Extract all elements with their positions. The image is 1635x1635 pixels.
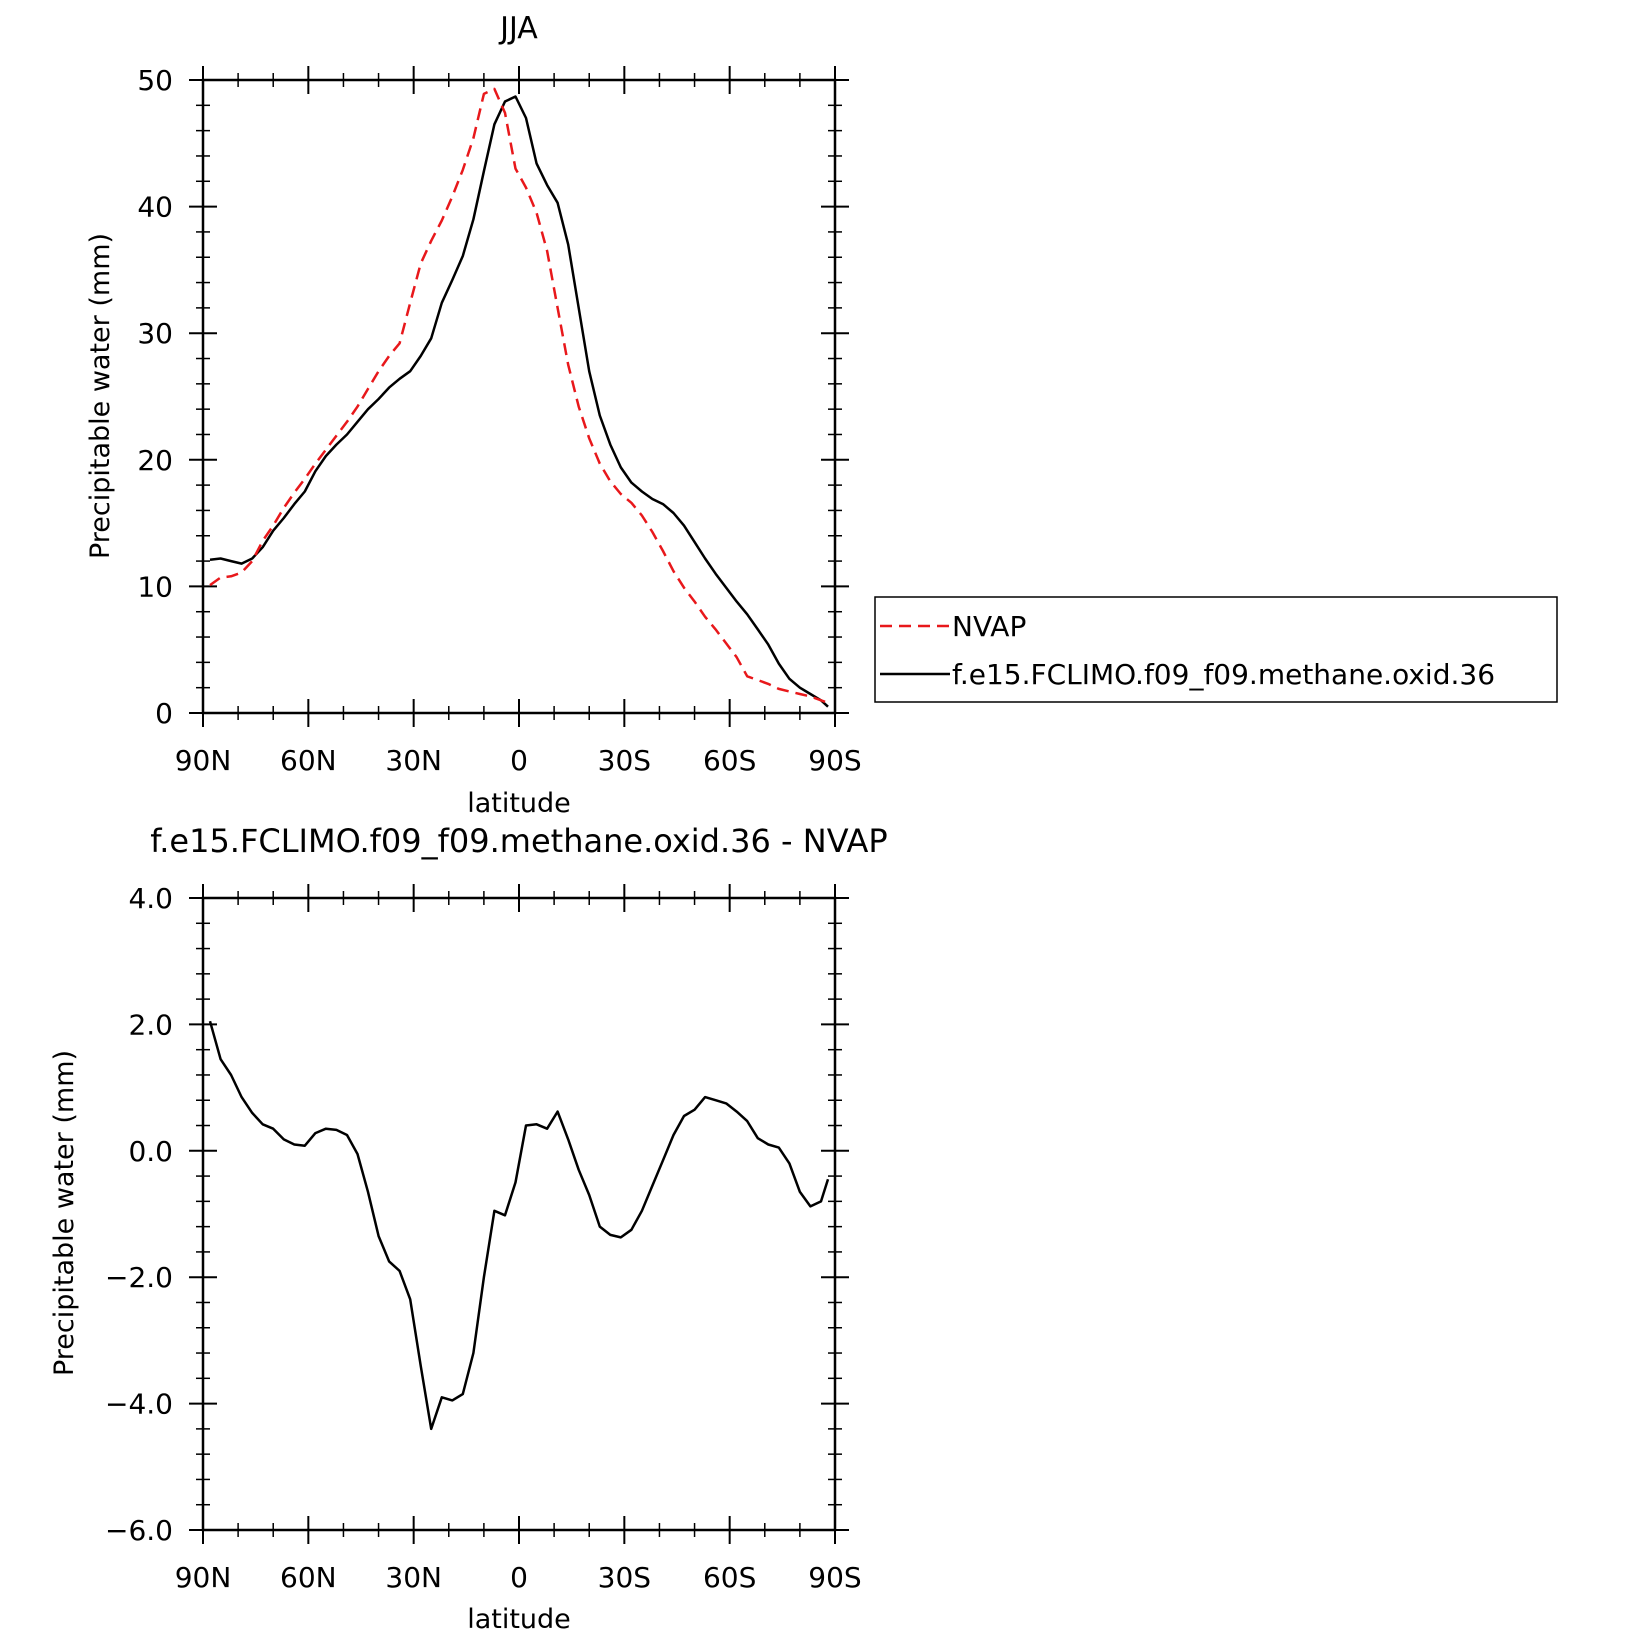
bottom-lines [208, 1020, 830, 1431]
legend-label-model: f.e15.FCLIMO.f09_f09.methane.oxid.36 [952, 658, 1495, 691]
bottom-x-tick-label: 30S [598, 1561, 651, 1594]
top-y-axis-label: Precipitable water (mm) [85, 233, 116, 559]
bottom-y-tick-label: 4.0 [128, 882, 173, 915]
bottom-x-axis-label: latitude [467, 1604, 571, 1635]
top-y-tick-label: 40 [137, 191, 173, 224]
top-y-tick-label: 20 [137, 444, 173, 477]
top-y-tick-label: 0 [155, 697, 173, 730]
bottom-x-tick-label: 90N [175, 1561, 232, 1594]
bottom-y-tick-label: −6.0 [105, 1514, 173, 1547]
bottom-panel: f.e15.FCLIMO.f09_f09.methane.oxid.36 - N… [49, 822, 888, 1635]
top-y-tick-label: 30 [137, 317, 173, 350]
top-x-tick-label: 60S [703, 744, 756, 777]
bottom-y-axis-label: Precipitable water (mm) [49, 1050, 80, 1376]
bottom-title: f.e15.FCLIMO.f09_f09.methane.oxid.36 - N… [150, 822, 887, 860]
bottom-series-line-0 [208, 1020, 830, 1431]
bottom-y-tick-label: −2.0 [105, 1261, 173, 1294]
top-x-tick-label: 30S [598, 744, 651, 777]
top-x-tick-label: 30N [385, 744, 442, 777]
top-series-line-1 [209, 95, 829, 708]
top-y-tick-label: 50 [137, 64, 173, 97]
legend: NVAP f.e15.FCLIMO.f09_f09.methane.oxid.3… [874, 596, 1558, 703]
legend-label-nvap: NVAP [952, 610, 1026, 643]
top-panel: JJA 90N 60N 30N 0 30S 60S 90S 0 10 20 30 40 50 latit… [85, 11, 862, 819]
top-y-tick-label: 10 [137, 570, 173, 603]
bottom-y-tick-label: −4.0 [105, 1388, 173, 1421]
legend-box [874, 596, 1558, 703]
top-title: JJA [498, 11, 538, 46]
top-plot-frame [201, 78, 837, 715]
top-x-tick-label: 0 [510, 744, 528, 777]
top-x-tick-label: 60N [280, 744, 337, 777]
bottom-ticks: 90N 60N 30N 0 30S 60S 90S 4.0 2.0 0.0 −2.0 −4.0 −6.0 [105, 882, 862, 1594]
bottom-x-tick-label: 30N [385, 1561, 442, 1594]
bottom-x-tick-label: 60N [280, 1561, 337, 1594]
bottom-x-tick-label: 0 [510, 1561, 528, 1594]
top-x-tick-label: 90N [175, 744, 232, 777]
bottom-plot-frame [201, 896, 837, 1532]
top-lines [209, 87, 829, 708]
top-x-tick-label: 90S [808, 744, 861, 777]
bottom-x-tick-label: 60S [703, 1561, 756, 1594]
top-x-axis-label: latitude [467, 788, 571, 819]
top-series-line-0 [209, 87, 829, 705]
bottom-y-tick-label: 2.0 [128, 1008, 173, 1041]
bottom-y-tick-label: 0.0 [128, 1135, 173, 1168]
bottom-x-tick-label: 90S [808, 1561, 861, 1594]
top-ticks: 90N 60N 30N 0 30S 60S 90S 0 10 20 30 40 50 [137, 64, 861, 777]
